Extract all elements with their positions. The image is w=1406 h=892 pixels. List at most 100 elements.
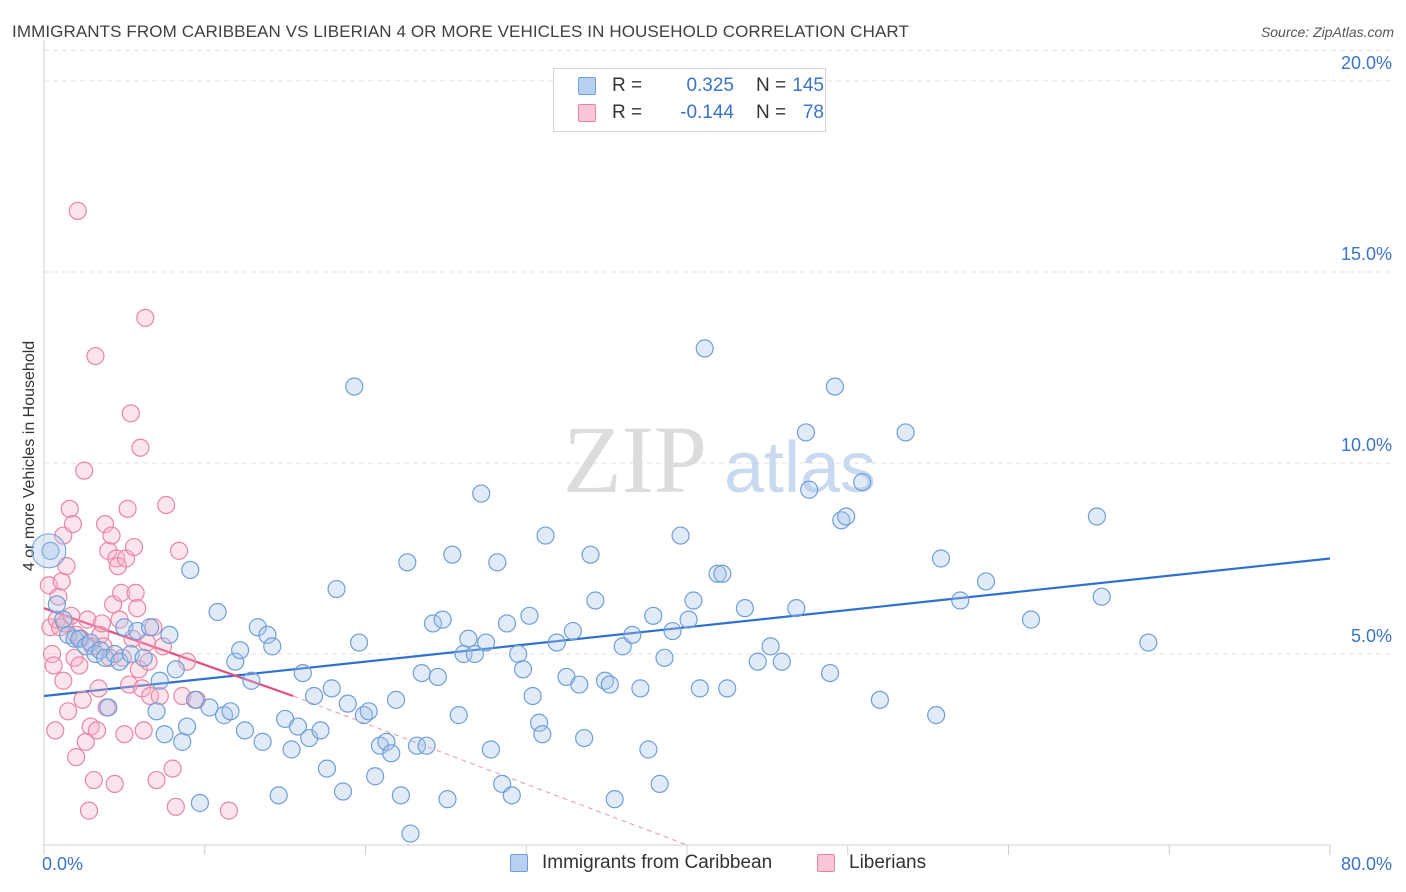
- caribbean-point: [181, 560, 200, 580]
- caribbean-point: [99, 698, 118, 717]
- caribbean-point: [951, 591, 970, 610]
- caribbean-point: [1092, 587, 1111, 606]
- liberians-point: [86, 346, 105, 366]
- caribbean-point: [150, 671, 169, 690]
- liberians-point: [91, 625, 110, 645]
- caribbean-point: [269, 786, 288, 805]
- caribbean-points: [31, 339, 1158, 843]
- caribbean-point: [417, 736, 436, 755]
- y-tick-label: 5.0%: [1351, 626, 1392, 646]
- legend-swatch-blue: [510, 854, 528, 872]
- bottom-legend: Immigrants from Caribbean Liberians: [0, 852, 1406, 878]
- caribbean-trend-line: [43, 557, 1331, 698]
- liberians-point: [102, 526, 121, 545]
- caribbean-point: [293, 663, 312, 683]
- liberians-point: [128, 599, 147, 618]
- legend-r-value: -0.144: [680, 102, 734, 123]
- x-tick-label: 0.0%: [42, 854, 83, 874]
- source-credit: Source: ZipAtlas.com: [1260, 24, 1394, 40]
- liberians-point: [219, 801, 238, 820]
- caribbean-point: [235, 721, 255, 740]
- caribbean-point: [533, 725, 552, 744]
- caribbean-point: [177, 717, 197, 736]
- liberians-point: [121, 404, 140, 423]
- liberians-point: [118, 499, 137, 518]
- liberians-point: [87, 721, 107, 740]
- liberians-point: [44, 656, 63, 675]
- caribbean-point: [166, 660, 185, 679]
- caribbean-point: [787, 599, 806, 618]
- caribbean-point: [221, 702, 240, 721]
- caribbean-point: [472, 484, 491, 503]
- caribbean-point: [663, 621, 682, 641]
- legend-box: R = 0.325 N = 145 R = -0.144 N = 78: [553, 68, 826, 132]
- liberians-point: [92, 614, 111, 633]
- caribbean-point: [1021, 610, 1041, 629]
- caribbean-point: [333, 782, 353, 801]
- caribbean-point: [748, 652, 767, 671]
- caribbean-point: [147, 702, 166, 721]
- caribbean-point: [690, 679, 709, 698]
- liberians-point: [166, 797, 185, 816]
- caribbean-point: [800, 480, 819, 499]
- liberians-point: [67, 748, 86, 767]
- caribbean-point: [655, 648, 674, 667]
- chart-title: IMMIGRANTS FROM CARIBBEAN VS LIBERIAN 4 …: [12, 22, 909, 41]
- caribbean-point: [459, 629, 478, 648]
- legend-n-value: 145: [792, 75, 824, 96]
- caribbean-point: [600, 675, 619, 694]
- caribbean-point: [377, 732, 396, 751]
- caribbean-point: [288, 717, 308, 736]
- caribbean-point: [605, 790, 624, 809]
- caribbean-point: [208, 602, 227, 622]
- caribbean-point: [465, 644, 484, 664]
- legend-swatch-pink: [578, 104, 596, 122]
- caribbean-point: [927, 706, 946, 725]
- liberians-point: [42, 644, 62, 664]
- legend-swatch-blue: [578, 77, 596, 95]
- caribbean-point: [708, 564, 727, 583]
- liberians-point: [124, 537, 144, 557]
- caribbean-point: [95, 648, 115, 667]
- liberians-point: [134, 721, 153, 740]
- caribbean-point: [976, 572, 996, 591]
- liberians-point: [147, 770, 166, 790]
- legend-n-label: N =: [756, 102, 787, 123]
- legend-r-label: R =: [612, 102, 643, 123]
- liberians-points: [39, 201, 238, 820]
- liberians-point: [54, 671, 73, 690]
- caribbean-point: [311, 721, 330, 740]
- liberians-point: [75, 461, 94, 480]
- caribbean-point: [263, 637, 282, 656]
- liberians-point: [79, 801, 99, 820]
- liberians-point: [150, 686, 169, 706]
- caribbean-point: [226, 652, 245, 671]
- liberians-point: [63, 515, 83, 534]
- caribbean-point: [713, 564, 732, 583]
- liberians-point: [60, 499, 79, 518]
- caribbean-point: [581, 545, 600, 564]
- caribbean-point: [173, 732, 192, 751]
- caribbean-point: [931, 549, 951, 568]
- caribbean-point: [304, 686, 324, 706]
- caribbean-point: [155, 725, 174, 744]
- caribbean-point: [407, 736, 427, 755]
- caribbean-point: [631, 679, 650, 698]
- caribbean-point: [190, 793, 210, 813]
- caribbean-point: [47, 595, 66, 614]
- caribbean-point: [433, 610, 452, 629]
- caribbean-point: [391, 786, 410, 805]
- x-tick-label: 80.0%: [1341, 854, 1392, 874]
- caribbean-point: [253, 732, 272, 751]
- liberians-point: [95, 515, 115, 534]
- caribbean-point: [438, 790, 457, 809]
- caribbean-point: [412, 663, 431, 683]
- caribbean-point: [70, 629, 89, 648]
- liberians-point: [105, 774, 124, 793]
- liberians-point: [136, 308, 155, 327]
- liberians-point: [78, 610, 97, 629]
- caribbean-point: [327, 579, 346, 599]
- legend-n-value: 78: [802, 102, 824, 123]
- liberians-point: [84, 770, 103, 790]
- axes: [43, 40, 1331, 855]
